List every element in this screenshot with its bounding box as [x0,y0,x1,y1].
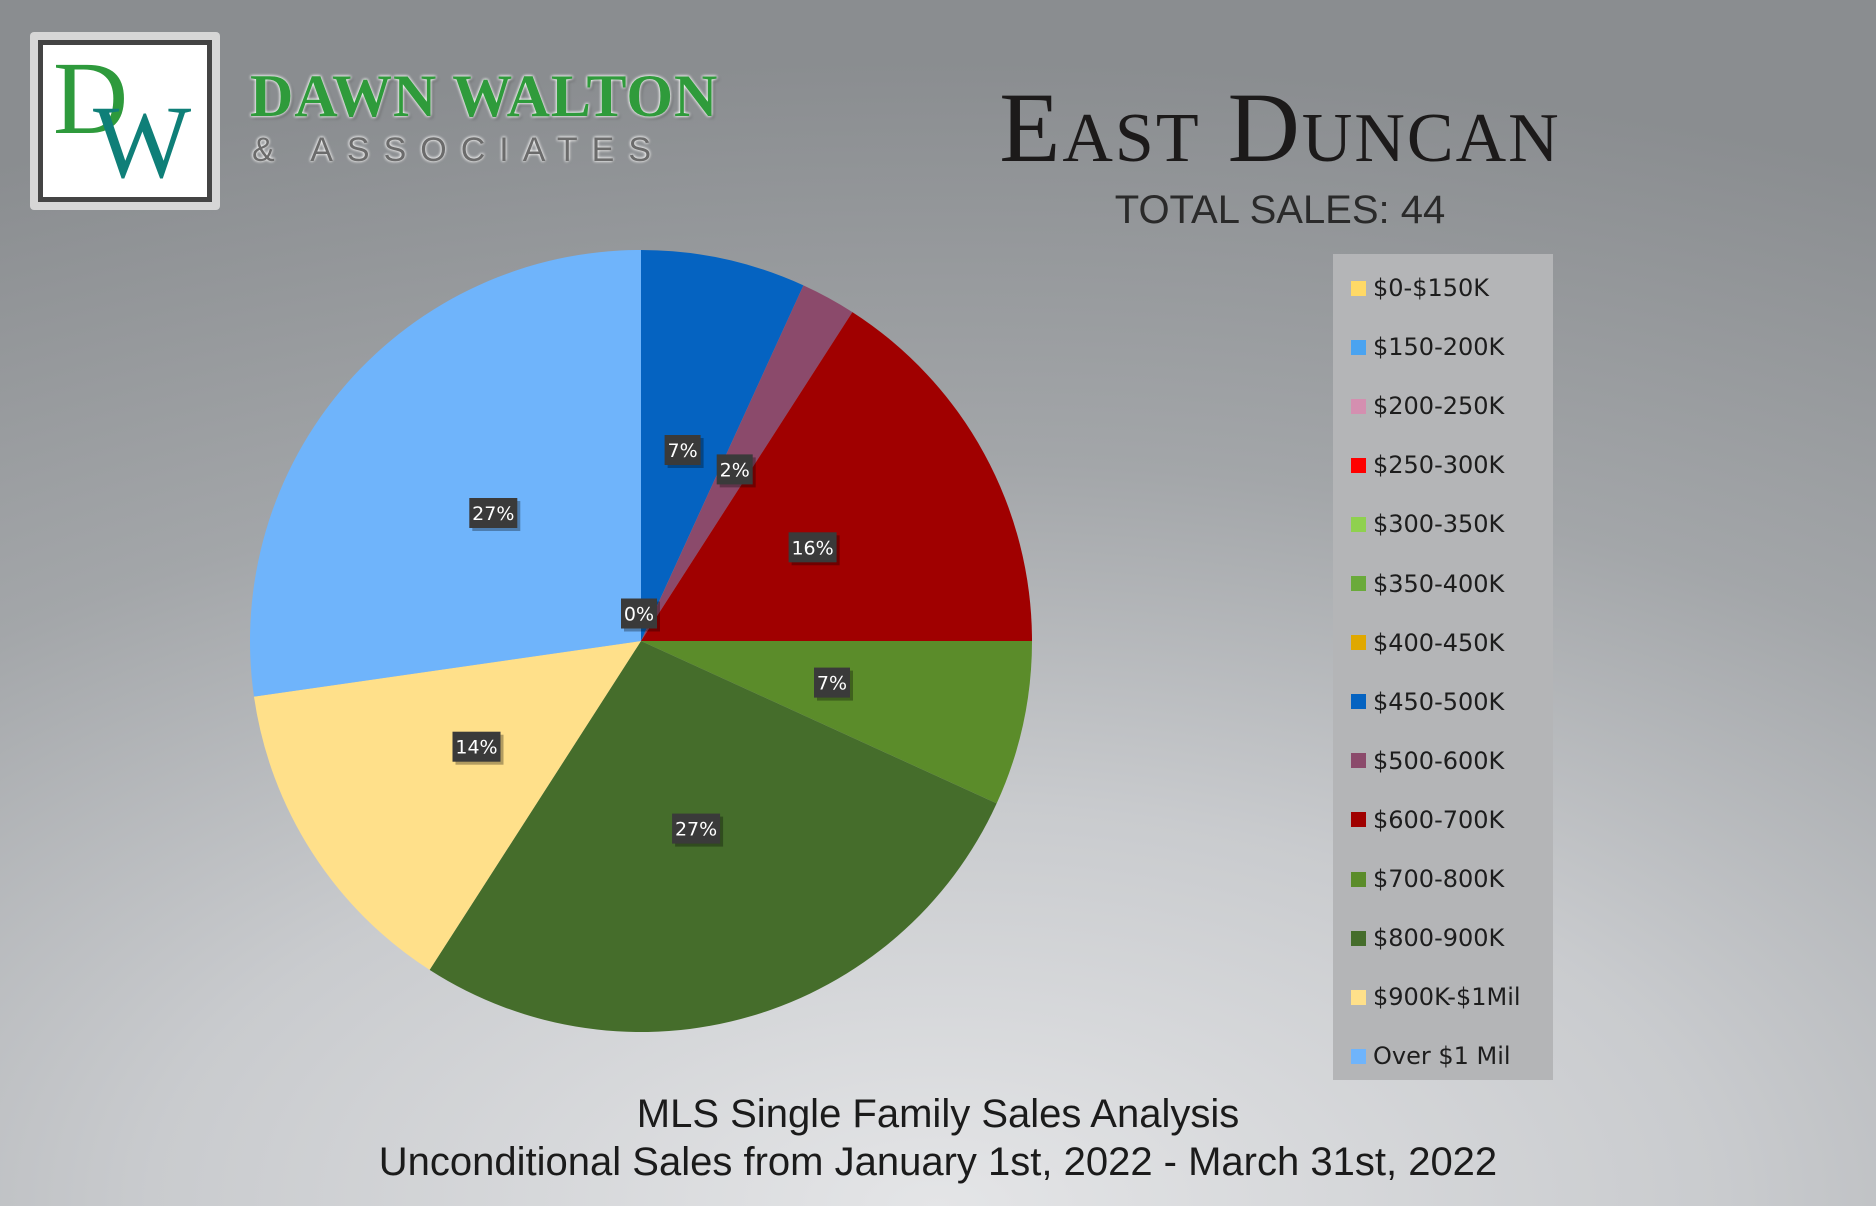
legend-label: $0-$150K [1373,274,1490,302]
legend-item-800-900k: $800-900K [1351,923,1504,953]
legend-swatch [1351,930,1366,946]
data-label-box [469,498,518,528]
legend-label: $900K-$1Mil [1373,983,1521,1012]
data-label-800-900k: 27% [672,813,724,847]
logo-monogram: D W [38,40,212,202]
monogram-w: W [93,85,192,200]
pie-slice-over-1-mil [249,250,641,697]
legend-label: $200-250K [1373,392,1505,421]
chart-title: East Duncan [999,72,1561,183]
data-label-box [716,454,753,485]
legend-swatch [1351,812,1366,828]
legend-label: $500-600K [1373,746,1505,775]
chart-subtitle: TOTAL SALES: 44 [1114,188,1446,232]
legend-label: $400-450K [1373,628,1505,657]
legend-swatch [1351,871,1366,887]
data-label-over-1-mil: 27% [469,498,521,531]
footer-date-range: Unconditional Sales from January 1st, 20… [378,1140,1498,1184]
monogram-d: D [53,41,129,156]
data-label-text: 2% [720,459,750,481]
legend-swatch [1351,457,1366,473]
legend-swatch [1351,989,1366,1005]
data-label-box [672,813,721,844]
legend-item-300-350k: $300-350K [1351,509,1504,539]
legend-item-500-600k: $500-600K [1351,746,1504,776]
legend-label: $150-200K [1373,333,1505,362]
legend-item-700-800k: $700-800K [1351,864,1504,894]
data-label-600-700k: 16% [788,532,840,566]
pie-slice-900k-1mil [253,641,642,970]
data-label-text: 27% [472,503,514,525]
data-label-text: 27% [675,819,717,841]
legend-label: $300-350K [1373,510,1505,539]
legend-label: $250-300K [1373,451,1505,480]
legend-item-150-200k: $150-200K [1351,332,1504,362]
legend-item-900k-1mil: $900K-$1Mil [1351,982,1521,1012]
legend-item-450-500k: $450-500K [1351,687,1504,717]
data-label-text: 0% [624,604,654,626]
legend-label: $600-700K [1373,805,1505,834]
legend-item-600-700k: $600-700K [1351,805,1504,835]
data-label-900k-1mil: 14% [452,731,504,765]
legend-label: $350-400K [1373,569,1505,598]
data-label-box [814,667,850,698]
legend-swatch [1351,398,1366,414]
legend-swatch [1351,694,1366,710]
data-label-text: 14% [455,737,497,759]
data-label-700-800k: 7% [814,667,853,701]
data-label-box [452,731,501,762]
data-label-text: 16% [791,537,833,559]
legend-swatch [1351,339,1366,355]
chart-legend: $0-$150K $150-200K $200-250K $250-300K $300-… [1333,254,1553,1080]
legend-swatch [1351,1048,1366,1064]
legend-item-200-250k: $200-250K [1351,391,1504,421]
legend-label: Over $1 Mil [1373,1042,1511,1071]
legend-item-250-300k: $250-300K [1351,450,1504,480]
data-label-500-600k: 2% [716,454,756,488]
footer-title: MLS Single Family Sales Analysis [636,1092,1240,1136]
legend-label: $450-500K [1373,687,1505,716]
pie-slice-600-700k [641,312,1032,641]
data-label-text: 7% [668,440,698,462]
brand-subtitle: & ASSOCIATES [252,131,666,169]
pie-data-labels: 0% 7% 2% 16% 7% 27% 14% 27% [452,435,853,847]
data-label-box [664,435,701,465]
legend-swatch [1351,516,1366,532]
legend-item-350-400k: $350-400K [1351,569,1504,599]
legend-swatch [1351,635,1366,651]
legend-swatch [1351,753,1366,769]
legend-swatch [1351,280,1366,296]
brand-name: DAWN WALTON [250,63,719,129]
data-label-0-150k: 0% [621,598,660,632]
pie-slice-450-500k [641,250,804,641]
legend-swatch [1351,576,1366,591]
data-label-450-500k: 7% [664,435,704,468]
pie-slice-700-800k [641,641,1032,804]
data-label-box [788,532,837,563]
legend-label: $800-900K [1373,924,1505,953]
legend-item-400-450k: $400-450K [1351,628,1504,658]
pie-slices [249,250,1032,1033]
legend-label: $700-800K [1373,865,1505,893]
data-label-text: 7% [817,673,847,695]
data-label-box [621,598,657,629]
logo: D W [30,32,220,210]
legend-item-over-1-mil: Over $1 Mil [1351,1041,1511,1071]
legend-item-0-150k: $0-$150K [1351,273,1489,303]
